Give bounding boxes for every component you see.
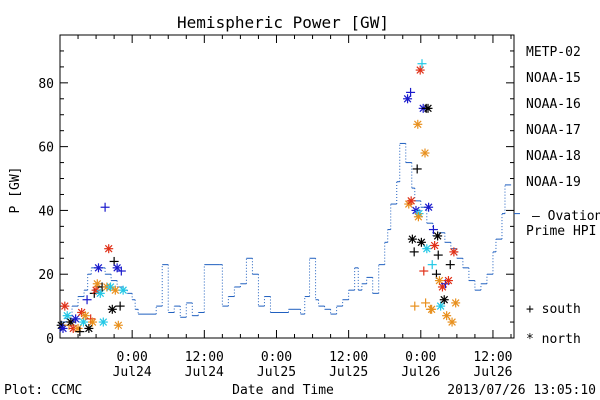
- north-point: [91, 285, 101, 295]
- y-tick-label: 0: [46, 332, 54, 347]
- legend-entry: NOAA-19: [526, 175, 581, 190]
- north-point: [433, 231, 443, 241]
- north-point: [413, 119, 423, 129]
- plot-frame: [59, 34, 515, 339]
- north-point: [442, 311, 452, 321]
- x-tick-label-time: 0:00: [405, 350, 436, 365]
- y-tick-label: 40: [38, 204, 54, 219]
- north-point: [84, 323, 94, 333]
- south-point: [116, 266, 126, 276]
- south-point: [417, 59, 427, 69]
- south-point: [433, 250, 443, 260]
- north-point: [403, 94, 413, 104]
- north-point: [422, 244, 432, 254]
- legend-entry: NOAA-16: [526, 97, 581, 112]
- ovation-label-line1: — Ovation: [532, 209, 600, 224]
- north-point: [113, 320, 123, 330]
- north-point: [110, 285, 120, 295]
- north-point: [449, 247, 459, 257]
- x-tick-label-time: 0:00: [117, 350, 148, 365]
- north-point: [87, 317, 97, 327]
- north-point: [407, 234, 417, 244]
- north-point: [60, 301, 70, 311]
- south-point: [428, 225, 438, 235]
- north-point: [106, 282, 116, 292]
- north-point: [415, 65, 425, 75]
- north-point: [443, 276, 453, 286]
- north-point: [406, 196, 416, 206]
- south-point: [419, 266, 429, 276]
- north-point: [427, 304, 437, 314]
- legend-entry: NOAA-15: [526, 71, 581, 86]
- north-point: [434, 276, 444, 286]
- north-point: [92, 279, 102, 289]
- north-point: [98, 317, 108, 327]
- south-point: [75, 327, 85, 337]
- south-marker-legend: + south: [526, 302, 581, 317]
- x-tick-label-date: Jul25: [257, 365, 296, 380]
- chart-title: Hemispheric Power [GW]: [177, 13, 389, 32]
- plot-timestamp: 2013/07/26 13:05:10: [447, 383, 596, 398]
- north-point: [451, 298, 461, 308]
- y-axis-label: P [GW]: [8, 167, 23, 214]
- legend: METP-02 NOAA-15 NOAA-16 NOAA-17 NOAA-18 NOAA-…: [526, 45, 581, 190]
- south-point: [82, 295, 92, 305]
- north-point: [420, 148, 430, 158]
- y-tick-label: 80: [38, 77, 54, 92]
- x-tick-label-date: Jul26: [401, 365, 440, 380]
- x-tick-label-date: Jul25: [329, 365, 368, 380]
- north-point: [118, 285, 128, 295]
- south-point: [406, 87, 416, 97]
- north-point: [424, 202, 434, 212]
- south-point: [100, 202, 110, 212]
- north-point: [439, 295, 449, 305]
- north-point: [430, 241, 440, 251]
- north-point: [80, 311, 90, 321]
- north-point: [71, 314, 81, 324]
- north-point: [93, 263, 103, 273]
- north-point: [416, 237, 426, 247]
- south-point: [445, 260, 455, 270]
- y-tick-label: 20: [38, 268, 54, 283]
- x-tick-label-time: 12:00: [185, 350, 224, 365]
- south-point: [421, 298, 431, 308]
- south-point: [412, 164, 422, 174]
- north-marker-legend: * north: [526, 332, 581, 347]
- south-point: [115, 301, 125, 311]
- x-axis: 0:00Jul2412:00Jul240:00Jul2512:00Jul250:…: [59, 35, 513, 380]
- north-point: [423, 103, 433, 113]
- north-point: [62, 311, 72, 321]
- north-point: [107, 304, 117, 314]
- x-tick-label-date: Jul24: [113, 365, 152, 380]
- x-tick-label-date: Jul26: [473, 365, 512, 380]
- x-tick-label-time: 12:00: [329, 350, 368, 365]
- south-point: [410, 301, 420, 311]
- legend-entry: NOAA-18: [526, 149, 581, 164]
- north-point: [413, 212, 423, 222]
- south-point: [427, 260, 437, 270]
- north-point: [58, 323, 68, 333]
- legend-entry: METP-02: [526, 45, 581, 60]
- north-point: [447, 317, 457, 327]
- north-point: [436, 301, 446, 311]
- plot-credit: Plot: CCMC: [4, 383, 82, 398]
- south-point: [409, 247, 419, 257]
- y-tick-label: 60: [38, 141, 54, 156]
- ovation-label-line2: Prime HPI: [526, 224, 596, 239]
- y-axis: 0 20 40 60 80: [38, 34, 514, 347]
- x-axis-label: Date and Time: [232, 383, 334, 398]
- satellite-data-points: [56, 59, 461, 337]
- north-point: [104, 244, 114, 254]
- legend-entry: NOAA-17: [526, 123, 581, 138]
- x-tick-label-date: Jul24: [185, 365, 224, 380]
- x-tick-label-time: 0:00: [261, 350, 292, 365]
- x-tick-label-time: 12:00: [473, 350, 512, 365]
- ovation-prime-hpi-line: [60, 142, 520, 323]
